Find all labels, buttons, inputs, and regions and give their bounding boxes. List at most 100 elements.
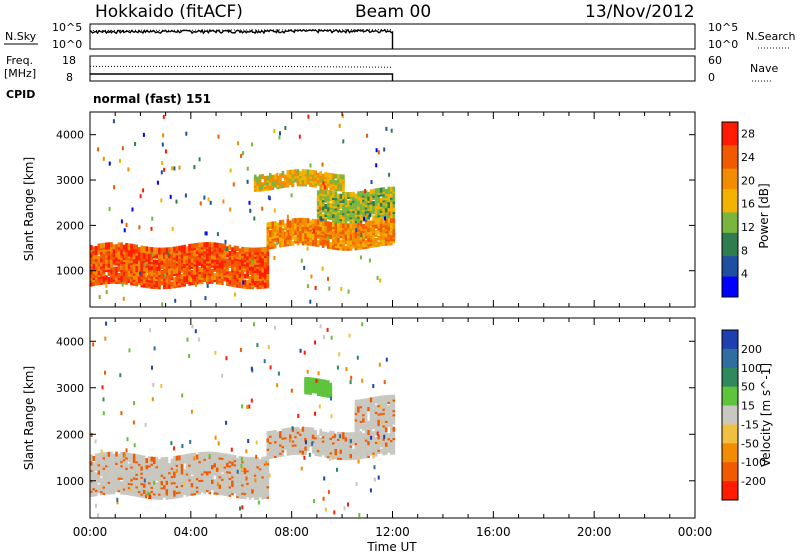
echo-cell — [95, 262, 98, 268]
echo-cell — [132, 274, 136, 280]
echo-cell — [175, 282, 179, 288]
echo-cell — [327, 390, 330, 396]
echo-cell — [321, 391, 325, 397]
echo-cell — [193, 275, 196, 281]
echo-cell — [223, 484, 227, 490]
echo-cell — [246, 280, 249, 285]
echo-cell — [225, 247, 228, 251]
echo-cell — [318, 206, 321, 211]
echo-cell — [163, 457, 166, 463]
echo-cell — [294, 169, 297, 175]
echo-cell — [198, 242, 201, 248]
echo-cell — [288, 438, 291, 443]
colorbar-tick-label: 24 — [741, 151, 755, 164]
echo-cell — [255, 440, 258, 445]
echo-cell — [125, 275, 128, 281]
echo-cell — [324, 233, 327, 239]
echo-cell — [102, 253, 106, 258]
echo-cell — [125, 222, 128, 227]
echo-cell — [300, 466, 303, 471]
echo-cell — [274, 325, 276, 330]
echo-cell — [294, 230, 297, 236]
echo-cell — [217, 134, 220, 139]
echo-cell — [102, 248, 106, 254]
echo-cell — [231, 454, 234, 460]
echo-cell — [279, 439, 282, 445]
echo-cell — [390, 426, 393, 432]
echo-cell — [357, 454, 360, 460]
echo-cell — [193, 243, 196, 249]
echo-cell — [203, 272, 206, 278]
echo-cell — [221, 243, 224, 249]
echo-cell — [178, 476, 181, 482]
echo-cell — [90, 454, 93, 460]
echo-cell — [372, 454, 375, 459]
echo-cell — [332, 222, 335, 228]
echo-cell — [330, 335, 333, 340]
echo-cell — [306, 218, 310, 224]
echo-cell — [251, 467, 254, 473]
echo-cell — [368, 258, 371, 263]
echo-cell — [271, 174, 275, 180]
echo-cell — [160, 247, 164, 253]
echo-cell — [228, 454, 232, 460]
y-tick-label: 1000 — [56, 475, 84, 488]
echo-cell — [355, 482, 358, 486]
echo-cell — [145, 275, 149, 280]
echo-cell — [153, 275, 156, 281]
echo-cell — [188, 274, 191, 280]
colorbar-segment — [722, 130, 738, 135]
echo-cell — [374, 219, 378, 225]
echo-cell — [100, 257, 103, 263]
echo-cell — [100, 481, 103, 487]
echo-cell — [306, 284, 309, 289]
colorbar-segment — [722, 157, 738, 161]
echo-cell — [213, 254, 217, 260]
echo-cell — [362, 223, 365, 229]
echo-cell — [226, 487, 229, 493]
echo-cell — [233, 249, 237, 255]
echo-cell — [266, 228, 270, 234]
nsky-tick-bottom: 10^0 — [52, 38, 82, 51]
colorbar-tick-label: 4 — [741, 268, 748, 281]
echo-cell — [246, 284, 249, 289]
echo-cell — [327, 276, 329, 281]
echo-cell — [243, 456, 247, 462]
echo-cell — [155, 457, 159, 463]
echo-cell — [173, 269, 176, 274]
echo-cell — [160, 465, 164, 471]
echo-cell — [123, 228, 126, 233]
echo-cell — [181, 393, 184, 398]
echo-cell — [110, 242, 113, 248]
echo-cell — [240, 463, 243, 468]
echo-cell — [319, 198, 322, 204]
echo-cell — [258, 257, 262, 263]
echo-cell — [339, 182, 343, 188]
echo-cell — [248, 473, 252, 479]
echo-cell — [344, 239, 348, 245]
echo-cell — [242, 151, 244, 156]
echo-cell — [384, 189, 388, 194]
echo-cell — [171, 166, 173, 171]
echo-cell — [367, 425, 370, 430]
echo-cell — [390, 186, 393, 192]
colorbar-segment — [722, 481, 738, 501]
echo-cell — [102, 452, 106, 458]
echo-cell — [219, 464, 222, 469]
colorbar-segment — [722, 443, 738, 463]
echo-cell — [337, 218, 340, 224]
echo-cell — [261, 488, 264, 494]
echo-cell — [173, 281, 176, 287]
echo-cell — [263, 246, 267, 252]
echo-cell — [392, 213, 396, 219]
colorbar-segment — [722, 154, 738, 158]
echo-cell — [339, 245, 343, 251]
echo-cell — [92, 462, 96, 468]
echo-cell — [284, 237, 287, 243]
echo-cell — [256, 186, 259, 192]
echo-cell — [269, 230, 272, 236]
echo-cell — [238, 248, 242, 254]
echo-cell — [92, 246, 96, 252]
echo-cell — [359, 454, 363, 460]
